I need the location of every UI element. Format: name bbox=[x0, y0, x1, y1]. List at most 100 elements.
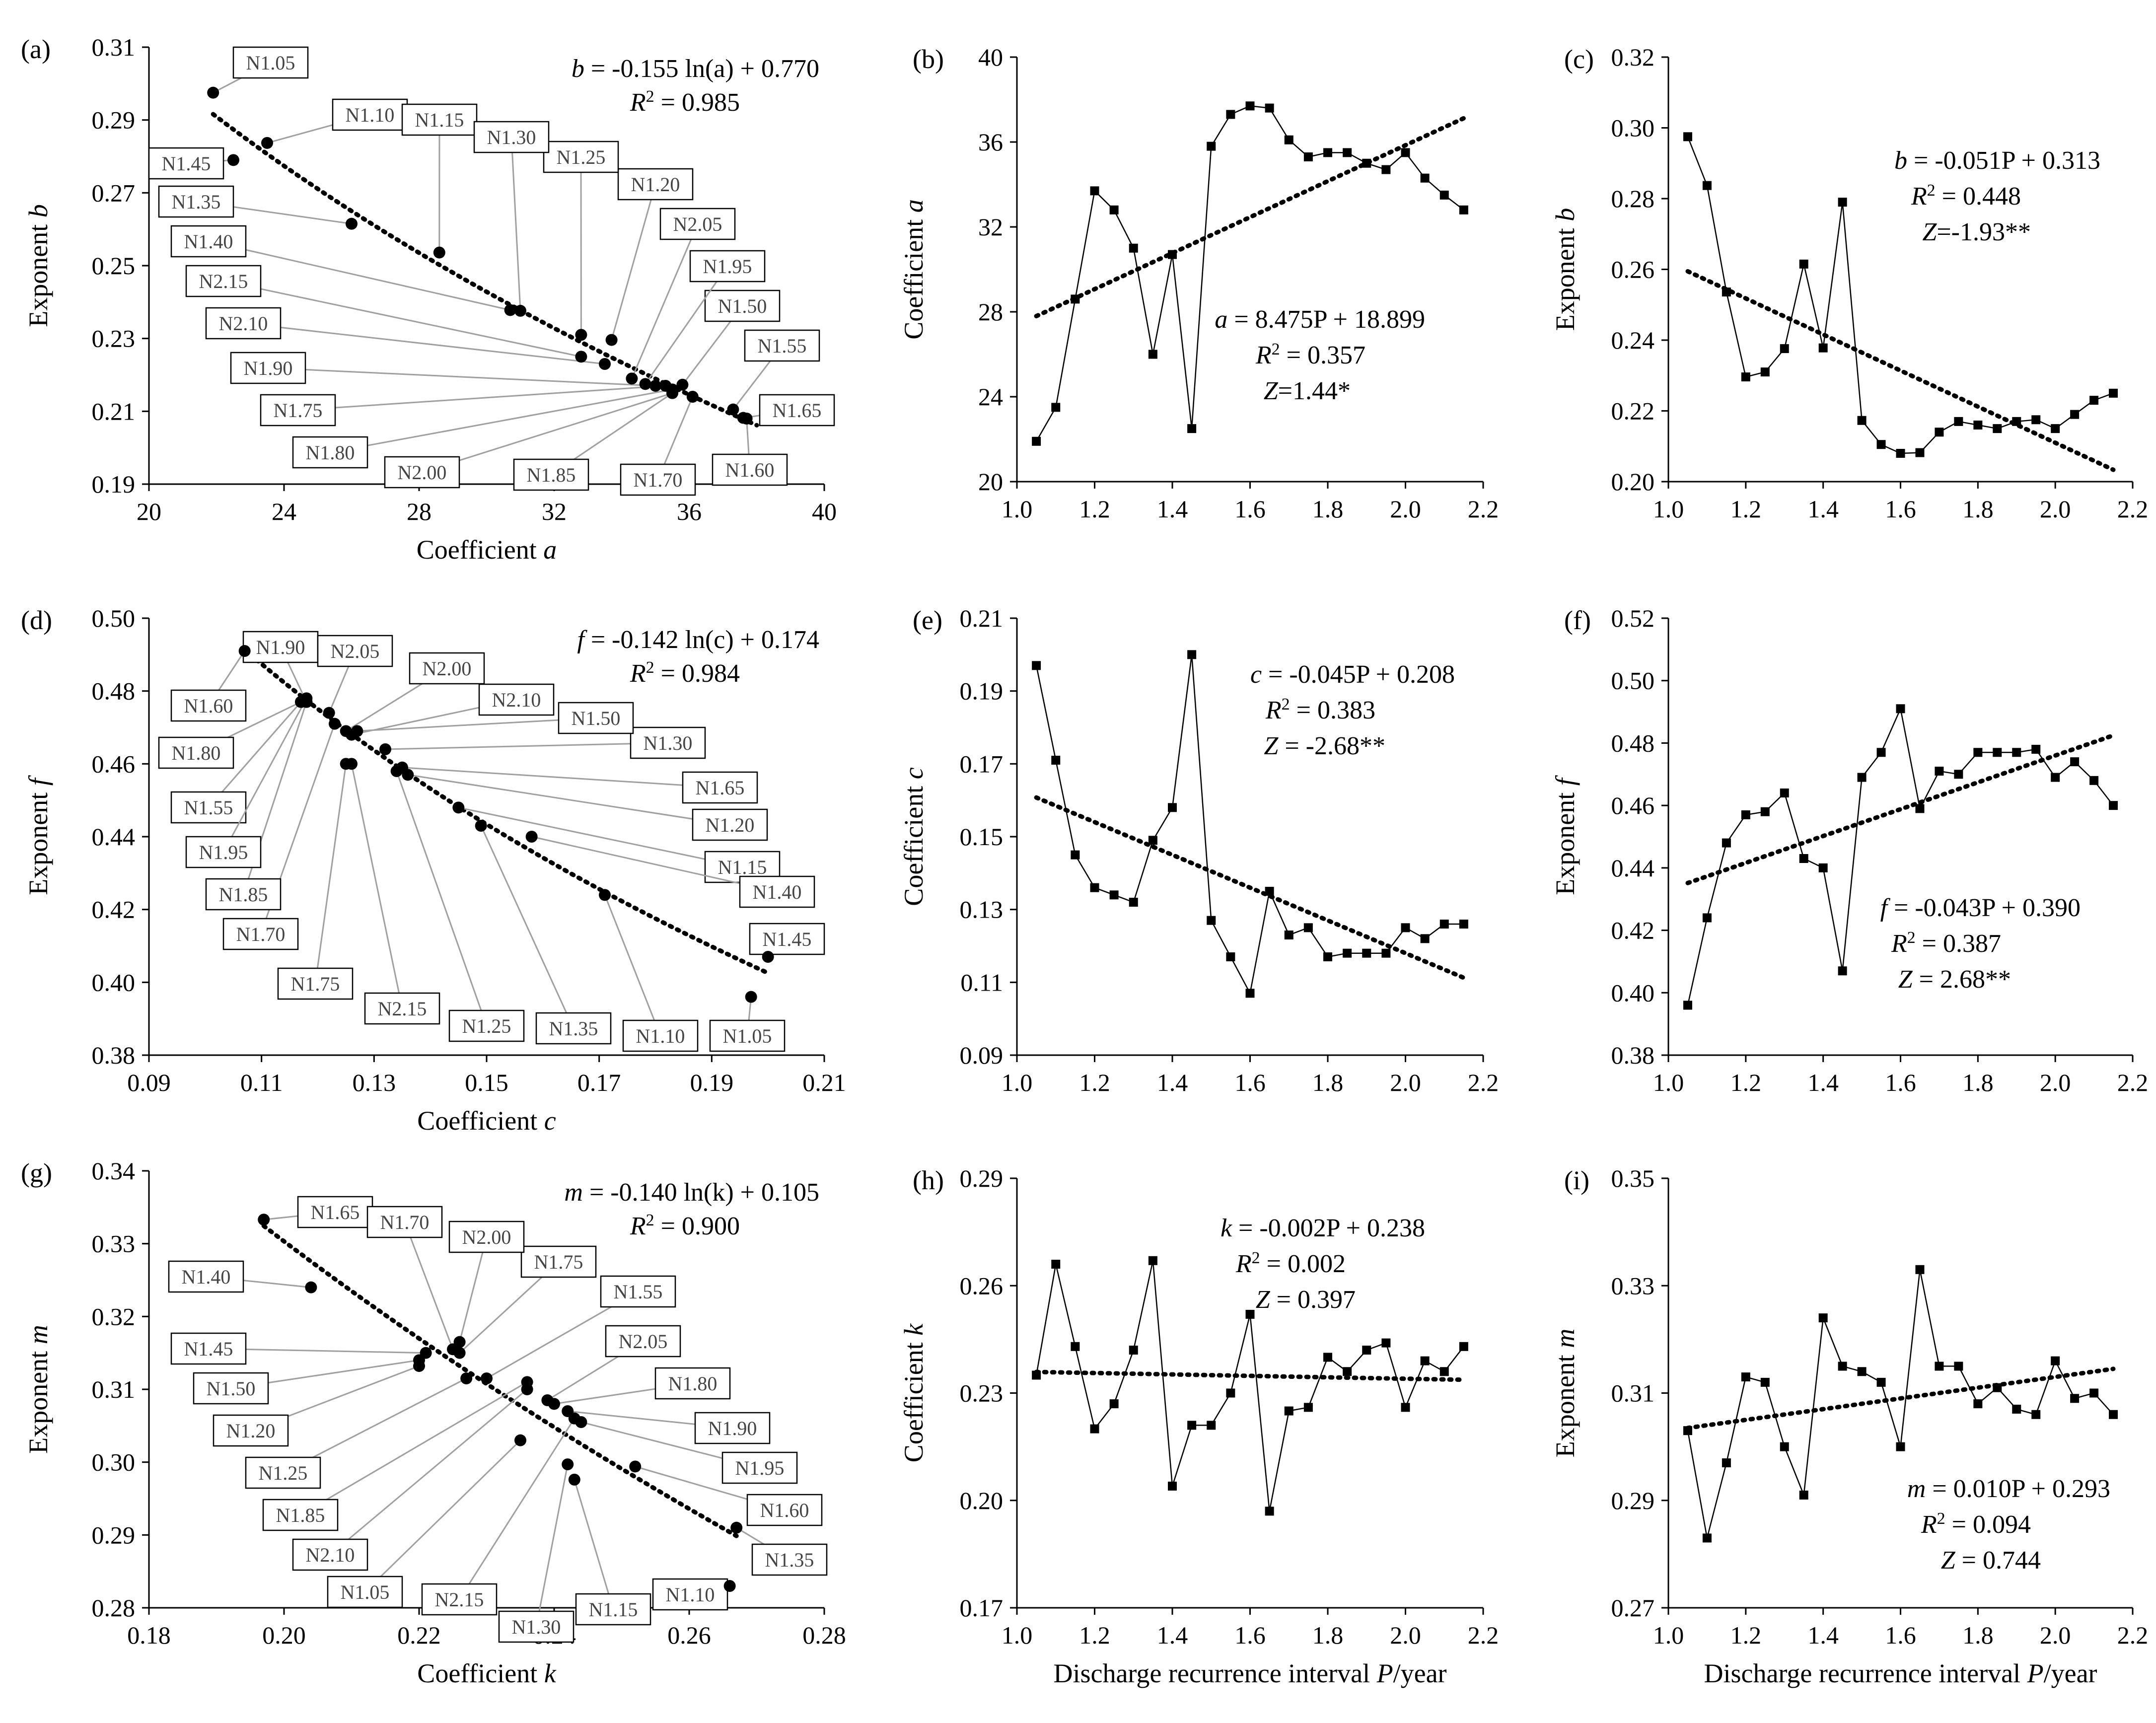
x-axis-title: Coefficient c bbox=[417, 1106, 556, 1136]
data-point-marker bbox=[1303, 923, 1313, 933]
x-tick-label: 0.09 bbox=[127, 1069, 171, 1096]
point-label-box bbox=[759, 394, 835, 427]
point-label: N1.30 bbox=[644, 732, 693, 754]
x-tick-label: 2.0 bbox=[2040, 1069, 2071, 1096]
data-point-marker bbox=[1381, 1338, 1391, 1348]
x-tick-label: 0.17 bbox=[577, 1069, 621, 1096]
point-label: N1.70 bbox=[634, 469, 683, 491]
data-point-marker bbox=[1973, 1399, 1983, 1409]
leader-line bbox=[300, 1381, 528, 1516]
data-point-marker bbox=[1187, 1421, 1197, 1430]
leader-line bbox=[535, 1464, 569, 1627]
x-tick-label: 0.28 bbox=[802, 1621, 846, 1649]
x-tick-label: 0.26 bbox=[667, 1621, 711, 1649]
leader-line bbox=[459, 1236, 488, 1343]
data-point-marker bbox=[207, 86, 219, 99]
data-point-marker bbox=[1702, 913, 1712, 923]
y-tick-label: 0.30 bbox=[1611, 114, 1655, 142]
data-point-marker bbox=[433, 246, 445, 259]
data-point-marker bbox=[1245, 101, 1255, 111]
point-label-box bbox=[498, 1610, 575, 1643]
point-label: N1.70 bbox=[380, 1211, 430, 1233]
x-tick-label: 1.6 bbox=[1234, 1069, 1266, 1096]
data-point-marker bbox=[2089, 1388, 2099, 1398]
point-label: N2.10 bbox=[219, 312, 268, 335]
point-label-box bbox=[558, 702, 634, 734]
x-tick-label: 1.2 bbox=[1730, 1069, 1762, 1096]
point-label-box bbox=[659, 208, 736, 240]
x-tick-label: 1.8 bbox=[1312, 1069, 1344, 1096]
point-label: N2.00 bbox=[398, 461, 447, 484]
data-point-marker bbox=[1838, 1362, 1847, 1371]
data-point-marker bbox=[727, 403, 739, 416]
y-tick-label: 0.20 bbox=[1611, 468, 1655, 496]
data-point-marker bbox=[1896, 704, 1905, 714]
data-point-marker bbox=[1799, 259, 1808, 269]
data-point-marker bbox=[1780, 789, 1789, 797]
y-tick-label: 0.23 bbox=[960, 1379, 1004, 1407]
data-point-marker bbox=[1362, 948, 1371, 958]
y-tick-label: 0.48 bbox=[92, 677, 136, 705]
data-point-marker bbox=[1284, 1406, 1294, 1416]
data-point-marker bbox=[1071, 1342, 1080, 1351]
data-point-marker bbox=[1993, 748, 2002, 757]
y-tick-label: 0.46 bbox=[1611, 791, 1655, 819]
panel-label: (e) bbox=[913, 605, 942, 635]
x-tick-label: 1.2 bbox=[1079, 495, 1110, 523]
data-point-marker bbox=[261, 137, 273, 149]
point-label: N1.35 bbox=[549, 1017, 598, 1040]
data-point-marker bbox=[2109, 1410, 2118, 1419]
x-tick-label: 1.0 bbox=[1653, 495, 1684, 523]
x-tick-label: 1.6 bbox=[1234, 1621, 1266, 1649]
point-label: N2.00 bbox=[423, 657, 472, 680]
data-point-marker bbox=[2031, 1410, 2041, 1419]
r-squared-text: R2 = 0.002 bbox=[1235, 1249, 1346, 1279]
data-point-marker bbox=[346, 728, 358, 741]
data-point-marker bbox=[323, 707, 335, 719]
data-point-marker bbox=[1168, 803, 1177, 812]
data-point-marker bbox=[1935, 767, 1944, 776]
data-point-marker bbox=[2031, 415, 2041, 425]
x-tick-label: 2.0 bbox=[1390, 1621, 1421, 1649]
data-point-marker bbox=[1760, 367, 1770, 377]
data-point-marker bbox=[1129, 898, 1138, 907]
point-label: N1.65 bbox=[773, 399, 822, 422]
point-label: N1.25 bbox=[259, 1462, 308, 1484]
point-label-box bbox=[421, 1583, 498, 1616]
point-label: N1.50 bbox=[572, 707, 621, 729]
data-point-marker bbox=[1284, 931, 1294, 939]
point-label: N2.15 bbox=[199, 270, 248, 292]
data-point-marker bbox=[452, 801, 465, 814]
x-tick-label: 0.19 bbox=[690, 1069, 734, 1096]
data-point-marker bbox=[1459, 920, 1468, 929]
point-label: N1.35 bbox=[765, 1549, 814, 1571]
y-tick-label: 0.17 bbox=[960, 750, 1004, 778]
point-label: N1.30 bbox=[487, 126, 536, 148]
y-tick-label: 0.48 bbox=[1611, 729, 1655, 757]
point-label-box bbox=[401, 103, 478, 136]
point-label-box bbox=[222, 918, 299, 950]
panel-label: (a) bbox=[21, 34, 51, 64]
panel-label: (f) bbox=[1564, 605, 1591, 635]
leader-line bbox=[611, 184, 656, 341]
panel-label: (g) bbox=[21, 1158, 52, 1188]
r-squared-text: R2 = 0.985 bbox=[630, 87, 740, 117]
data-point-marker bbox=[453, 1347, 466, 1359]
x-tick-label: 1.2 bbox=[1730, 495, 1762, 523]
leader-line bbox=[268, 367, 656, 387]
data-point-marker bbox=[599, 358, 611, 370]
x-tick-label: 0.15 bbox=[465, 1069, 508, 1096]
y-tick-label: 0.26 bbox=[960, 1272, 1004, 1299]
y-tick-label: 0.09 bbox=[960, 1041, 1004, 1069]
x-tick-label: 1.8 bbox=[1312, 495, 1344, 523]
point-label: N1.55 bbox=[184, 796, 233, 819]
y-tick-label: 0.42 bbox=[1611, 917, 1655, 944]
point-label: N1.10 bbox=[346, 104, 395, 126]
trend-line bbox=[1034, 1369, 1466, 1382]
point-label: N1.85 bbox=[219, 883, 268, 906]
point-label: N1.40 bbox=[753, 881, 802, 903]
z-statistic-text: Z = 0.397 bbox=[1256, 1286, 1356, 1314]
data-point-marker bbox=[2070, 757, 2080, 767]
point-label: N1.80 bbox=[172, 742, 221, 764]
point-label: N1.25 bbox=[462, 1015, 511, 1037]
